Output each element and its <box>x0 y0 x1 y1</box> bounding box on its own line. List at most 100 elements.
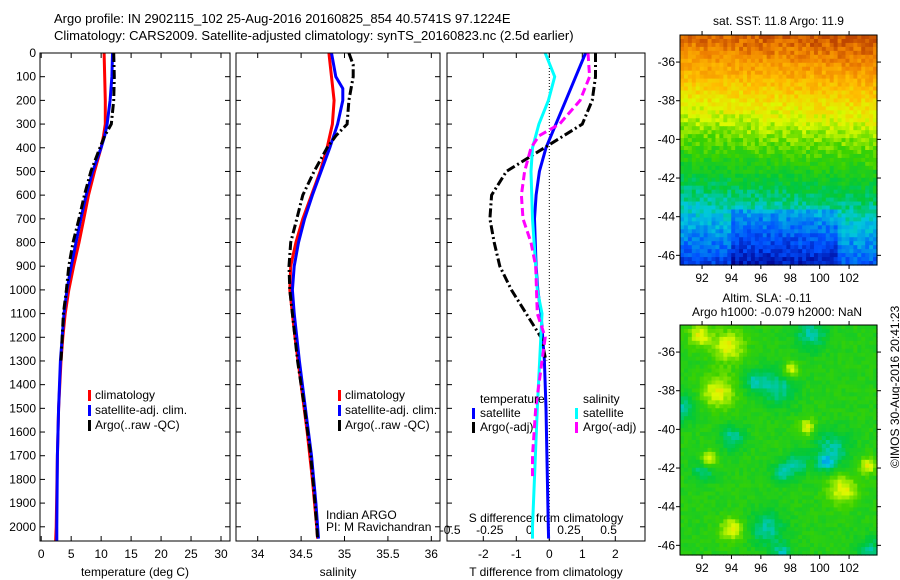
map-cell <box>695 237 701 242</box>
map-cell <box>829 447 835 453</box>
map-cell <box>794 325 799 330</box>
map-cell <box>691 165 697 171</box>
map-cell <box>680 138 685 143</box>
map-cell <box>806 432 811 437</box>
map-cell <box>873 146 878 151</box>
map-cell <box>707 344 713 350</box>
map-cell <box>802 257 807 262</box>
map-cell <box>774 372 780 378</box>
map-cell <box>778 376 784 382</box>
map-cell <box>754 82 760 88</box>
map-cell <box>723 70 728 76</box>
map-cell <box>821 396 827 401</box>
map-cell <box>790 46 795 52</box>
map-cell <box>754 436 760 441</box>
map-cell <box>715 352 720 358</box>
map-cell <box>845 376 851 382</box>
map-cell <box>817 213 823 219</box>
map-cell <box>743 86 748 92</box>
map-cell <box>810 432 815 437</box>
map-cell <box>758 372 764 378</box>
map-cell <box>754 150 760 155</box>
map-cell <box>778 134 784 139</box>
map-cell <box>778 455 784 461</box>
map-cell <box>857 38 862 44</box>
map-cell <box>849 420 854 425</box>
map-cell <box>853 106 858 111</box>
map-cell <box>766 181 772 187</box>
map-cell <box>750 253 756 258</box>
map-cell <box>691 249 697 254</box>
map-cell <box>739 237 744 242</box>
map-cell <box>865 106 870 111</box>
map-cell <box>743 356 748 362</box>
map-cell <box>853 408 858 413</box>
map-cell <box>829 153 835 159</box>
map-cell <box>762 356 768 362</box>
map-cell <box>810 455 815 461</box>
map-cell <box>833 173 839 179</box>
y-tick-label: 400 <box>16 141 36 155</box>
map-cell <box>703 404 709 409</box>
map-cell <box>790 360 795 366</box>
map-cell <box>786 396 791 401</box>
map-cell <box>707 189 713 195</box>
map-cell <box>833 241 839 246</box>
map-cell <box>691 58 697 64</box>
map-cell <box>841 396 847 401</box>
map-cell <box>703 384 709 390</box>
map-cell <box>825 380 831 386</box>
map-cell <box>873 332 878 338</box>
map-cell <box>837 348 843 354</box>
map-cell <box>798 70 803 76</box>
map-cell <box>778 237 784 242</box>
map-cell <box>707 412 713 417</box>
map-cell <box>707 213 713 219</box>
map-cell <box>762 70 768 76</box>
map-cell <box>691 114 697 119</box>
map-cell <box>810 253 815 258</box>
map-cell <box>731 201 736 207</box>
map-cell <box>869 66 874 72</box>
map-cell <box>691 404 697 409</box>
map-cell <box>727 74 732 80</box>
map-cell <box>782 388 787 394</box>
map-cell <box>845 197 851 203</box>
map-cell <box>865 404 870 409</box>
map-cell <box>865 455 870 461</box>
map-cell <box>743 463 748 469</box>
map-cell <box>770 459 776 465</box>
map-cell <box>837 114 843 119</box>
map-cell <box>762 54 768 60</box>
map-cell <box>695 352 701 358</box>
map-cell <box>723 328 728 334</box>
map-cell <box>719 408 724 413</box>
map-cell <box>687 229 693 234</box>
map-cell <box>841 66 847 72</box>
map-cell <box>699 336 705 342</box>
map-cell <box>746 428 752 433</box>
map-cell <box>817 241 823 246</box>
map-cell <box>849 451 854 457</box>
title-line-2: Climatology: CARS2009. Satellite-adjuste… <box>54 28 574 43</box>
map-cell <box>849 150 854 155</box>
map-cell <box>790 58 795 64</box>
map-cell <box>829 229 835 234</box>
map-cell <box>731 344 736 350</box>
map-cell <box>813 221 819 226</box>
map-cell <box>735 130 740 135</box>
map-cell <box>841 332 847 338</box>
map-cell <box>770 249 776 254</box>
map-cell <box>825 122 831 127</box>
map-cell <box>869 451 874 457</box>
map-cell <box>707 249 713 254</box>
map-cell <box>829 408 835 413</box>
map-cell <box>731 336 736 342</box>
map-cell <box>735 50 740 56</box>
map-cell <box>711 459 717 465</box>
map-cell <box>758 86 764 92</box>
map-cell <box>869 205 874 211</box>
map-cell <box>786 161 791 167</box>
map-cell <box>703 177 709 183</box>
map-cell <box>715 412 720 417</box>
